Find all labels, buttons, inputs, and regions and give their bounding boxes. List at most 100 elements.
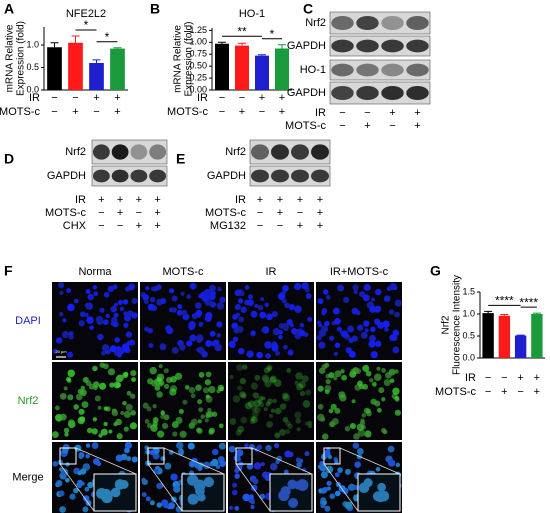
y-tick-label: 0.5 [26,62,39,72]
cell [350,369,355,374]
cell [238,316,245,323]
cell [380,427,386,433]
cell [285,420,291,427]
cell [308,424,313,429]
treatment-sign: + [136,194,142,206]
cell [361,413,367,418]
cell [159,343,167,351]
cell [131,312,138,319]
cell [345,347,352,354]
cell [205,340,212,347]
cell [58,312,64,317]
significance-label: **** [495,294,514,308]
cell [207,407,212,413]
cell [209,284,216,292]
cell [117,347,125,355]
cell [156,502,162,508]
cell [103,406,108,411]
cell [123,426,129,432]
cell [114,337,120,343]
blot-band [331,63,354,77]
bar [514,335,527,358]
cell [184,385,190,390]
cell [99,307,105,313]
cell [84,486,90,492]
cell [78,408,85,415]
cell [218,423,224,429]
cell [142,479,148,485]
blot-row-label: GAPDH [47,170,86,182]
cell [187,493,199,505]
scale-bar-label: 20 μm [55,349,67,354]
cell [278,334,283,340]
treatment-sign: + [277,194,283,206]
cell [187,442,195,450]
cell [144,419,150,424]
cell [336,326,343,332]
cell [320,471,328,479]
cell [298,381,306,389]
cell [394,395,400,401]
cell [123,410,131,419]
blot-band [130,144,148,160]
cell [281,392,289,400]
cell [250,505,255,510]
cell [261,374,270,382]
cell [304,421,309,426]
cell [130,369,137,377]
cell [281,298,287,304]
cell [189,282,197,290]
cell [204,315,212,323]
cell [319,463,327,472]
cell [62,447,69,454]
cell [232,313,239,320]
cell [77,483,82,489]
cell [254,303,259,309]
cell [388,309,395,315]
zoom-box [59,447,77,465]
cell [241,393,247,399]
blot-band [271,169,289,183]
cell [128,283,136,291]
cell [244,443,249,448]
cell [237,425,245,433]
cell [294,411,302,419]
treatment-sign: + [257,194,263,206]
blot-band [311,169,329,183]
cell [363,478,373,488]
cell [394,311,400,318]
y-tick-label: 1.00 [189,37,207,47]
blot-band [149,144,167,160]
cell [374,305,382,313]
error-bar [218,41,226,44]
cell [109,345,117,353]
cell [359,420,366,426]
cell [175,506,183,513]
cell [229,374,234,380]
cell [158,364,163,369]
cell [371,297,376,302]
cell [267,366,272,371]
cell [73,487,79,494]
blot-strip [329,81,431,105]
cell [119,480,129,489]
cell [253,462,262,470]
cell [232,395,241,403]
cell [270,462,278,471]
blot-band [356,85,379,101]
y-tick-label: 1.25 [189,25,207,35]
blot-band [356,63,379,77]
cell [73,298,79,304]
cell [123,311,128,317]
cell [378,490,390,502]
cell [378,387,385,394]
cell [262,376,270,384]
bar [215,43,229,90]
cell [357,380,363,387]
cell [244,285,250,290]
blot-band [291,169,309,183]
cell [101,344,110,352]
cell [68,334,74,340]
cell [152,421,158,427]
cell [67,394,74,401]
